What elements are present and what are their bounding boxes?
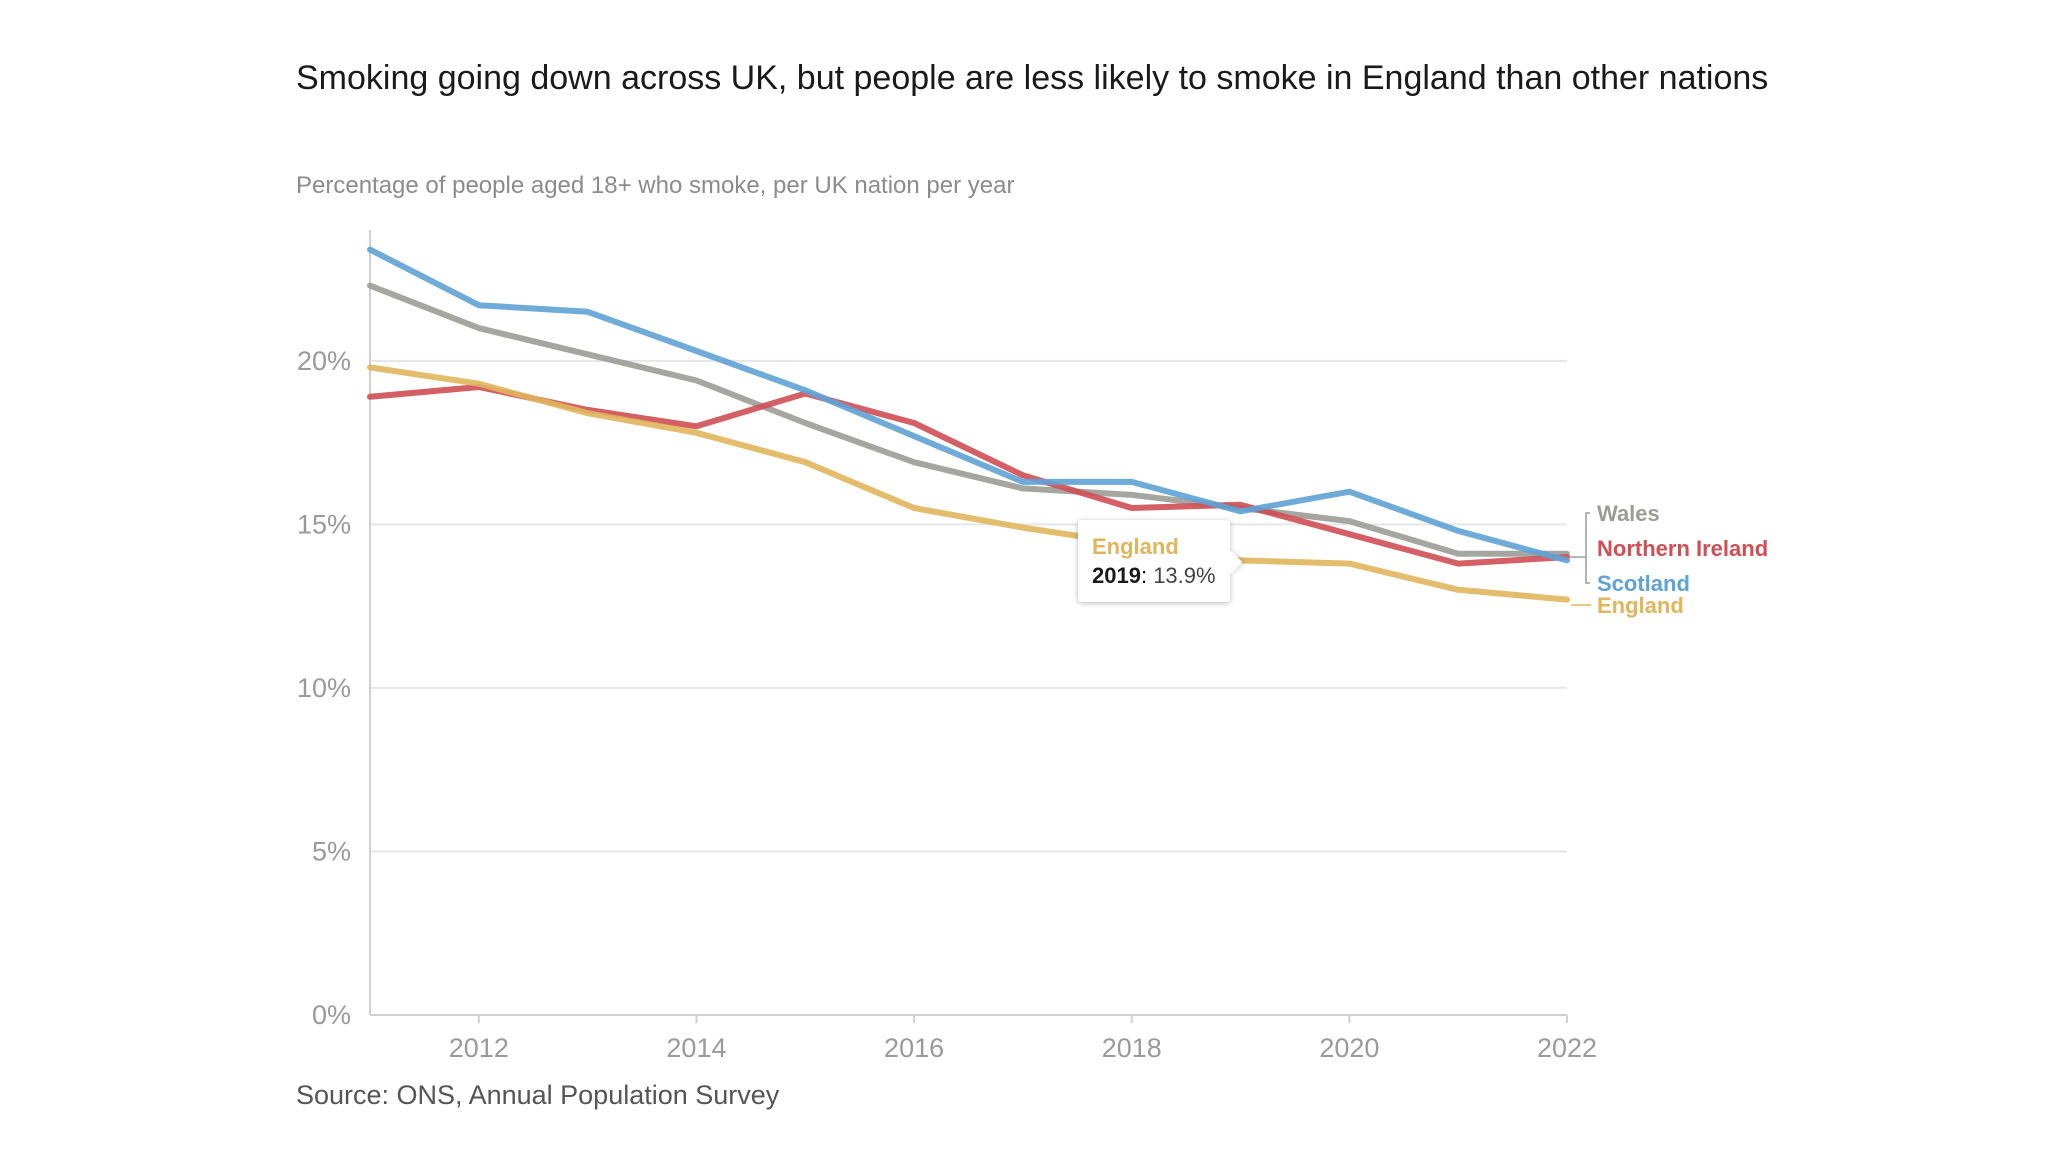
chart-subtitle: Percentage of people aged 18+ who smoke,… [296,172,1015,199]
y-tick-label: 15% [297,509,351,539]
chart-source: Source: ONS, Annual Population Survey [296,1080,780,1110]
x-tick-label: 2022 [1537,1033,1597,1063]
gridlines [370,359,1567,853]
series-line-england [367,364,1570,603]
y-tick-label: 0% [312,1000,351,1030]
end-label-england: England [1597,593,1684,618]
tooltip-series-name: England [1092,534,1179,559]
tooltip-year: 2019 [1092,563,1141,588]
tooltip-value-row: 2019: 13.9% [1092,561,1216,590]
y-tick-label: 10% [297,673,351,703]
end-label-northern-ireland: Northern Ireland [1597,536,1768,561]
x-tick-label: 2016 [884,1033,944,1063]
chart-title: Smoking going down across UK, but people… [296,59,1769,97]
x-tick-label: 2014 [666,1033,726,1063]
series-line-scotland [367,246,1570,564]
x-tick-label: 2018 [1102,1033,1162,1063]
series-line-wales [367,282,1570,557]
y-tick-label: 20% [297,346,351,376]
end-label-wales: Wales [1597,501,1660,526]
label-bracket [1585,512,1590,584]
x-tick-label: 2020 [1319,1033,1379,1063]
tooltip-separator: : [1140,563,1154,588]
data-tooltip: England 2019: 13.9% [1078,520,1230,602]
tooltip-value: 13.9% [1153,563,1216,588]
x-tick-label: 2012 [449,1033,509,1063]
y-tick-label: 5% [312,836,351,866]
end-label-scotland: Scotland [1597,571,1690,596]
series-lines [367,246,1570,603]
axes: 0% 5% 10% 15% 20% 2012 2014 2016 2018 2020 2022 [297,230,1597,1063]
